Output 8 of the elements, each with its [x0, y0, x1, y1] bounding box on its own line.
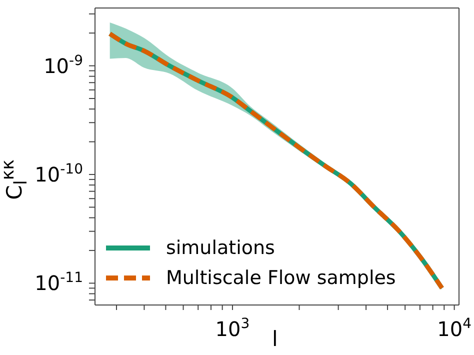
x-axis-title: l — [272, 327, 278, 351]
y-tick-label: 10$^{-10}$ — [34, 161, 83, 186]
x-tick-label: 10$^{3}$ — [215, 316, 250, 341]
legend-label: Multiscale Flow samples — [166, 267, 396, 289]
y-tick-label: 10$^{-9}$ — [44, 52, 83, 78]
legend-label: simulations — [166, 237, 275, 259]
x-tick-label: 10$^{4}$ — [437, 316, 472, 341]
y-tick-label: 10$^{-11}$ — [34, 270, 83, 296]
